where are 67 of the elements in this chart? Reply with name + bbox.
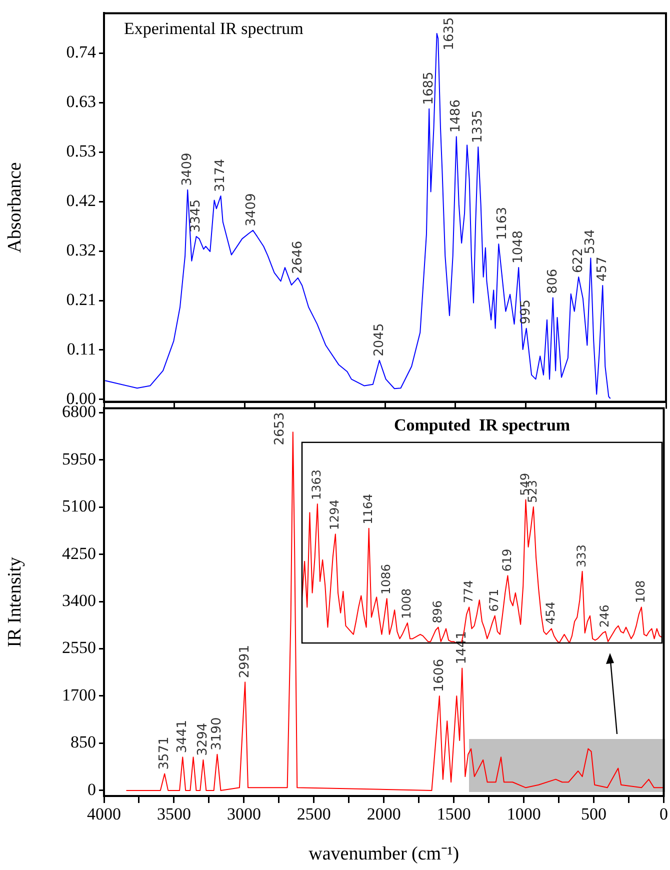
annotation: 671 (486, 588, 501, 612)
annotation: 108 (634, 580, 648, 604)
annotation: 1335 (470, 110, 486, 143)
y-tick-label: 0.11 (66, 339, 96, 358)
annotation: 1294 (328, 500, 342, 530)
annotation: 2045 (372, 323, 387, 356)
annotation: 995 (518, 299, 534, 324)
annotation: 457 (595, 256, 610, 282)
y-tick-label: 0.74 (66, 42, 96, 62)
annotation: 1008 (400, 588, 414, 619)
annotation: 1048 (510, 230, 526, 264)
annotation: 1685 (421, 72, 436, 105)
annotation: 3190 (210, 717, 225, 750)
annotation: 3345 (188, 199, 204, 232)
x-tick-label: 500 (581, 804, 607, 824)
y-tick-label: 4250 (62, 544, 96, 563)
y-tick-label: 2550 (62, 638, 96, 658)
annotation: 3409 (244, 193, 259, 226)
y-tick-label: 1700 (62, 685, 96, 704)
x-tick-label: 1000 (506, 804, 541, 824)
annotation: 2653 (272, 412, 288, 446)
y-tick-label: 5950 (62, 449, 96, 468)
y-tick-label: 0.53 (66, 142, 96, 161)
annotation: 3294 (196, 722, 211, 756)
chart-title: Computed IR spectrum (394, 416, 570, 435)
x-tick-label: 1500 (436, 804, 471, 824)
annotation: 806 (545, 268, 560, 294)
y-tick-label: 0.32 (66, 240, 96, 260)
annotation: 1441 (454, 631, 470, 664)
x-tick-label: 2500 (296, 804, 331, 824)
annotation: 333 (574, 544, 588, 568)
x-tick-label: 2000 (366, 804, 401, 824)
annotation: 454 (544, 602, 558, 625)
annotation: 1164 (360, 494, 375, 524)
x-tick-label: 0 (660, 804, 668, 824)
y-tick-label: 0 (88, 780, 96, 799)
annotation: 3441 (175, 720, 190, 754)
annotation: 1163 (495, 206, 510, 240)
annotation: 246 (598, 604, 612, 628)
x-tick-label: 3000 (226, 804, 261, 824)
annotation: 622 (570, 248, 586, 273)
x-tick-label: 4000 (87, 804, 121, 824)
annotation: 2646 (290, 240, 306, 274)
y-tick-label: 0.63 (66, 92, 96, 112)
y-tick-label: 3400 (62, 591, 96, 610)
annotation: 3174 (213, 158, 228, 192)
y-axis-title: Absorbance (4, 162, 26, 253)
annotation: 1086 (378, 564, 393, 595)
annotation: 896 (430, 600, 444, 624)
y-tick-label: 5100 (62, 496, 96, 516)
y-tick-label: 0.21 (66, 290, 96, 309)
annotation: 2991 (237, 645, 252, 678)
annotation: 3409 (180, 152, 195, 186)
annotation: 774 (461, 580, 476, 604)
annotation: 619 (500, 548, 514, 572)
annotation: 3571 (156, 736, 172, 770)
annotation: 1606 (432, 658, 447, 692)
y-tick-label: 0.42 (66, 191, 96, 210)
y-axis-title: IR Intensity (4, 556, 26, 648)
chart-title: Experimental IR spectrum (124, 19, 304, 38)
annotation: 1363 (310, 469, 324, 500)
x-axis-title: wavenumber (cm⁻¹) (308, 844, 460, 865)
y-tick-label: 850 (70, 732, 96, 752)
x-tick-label: 3500 (156, 804, 191, 824)
annotation: 1635 (442, 17, 458, 50)
annotation: 1486 (448, 100, 464, 133)
annotation: 534 (583, 229, 598, 254)
